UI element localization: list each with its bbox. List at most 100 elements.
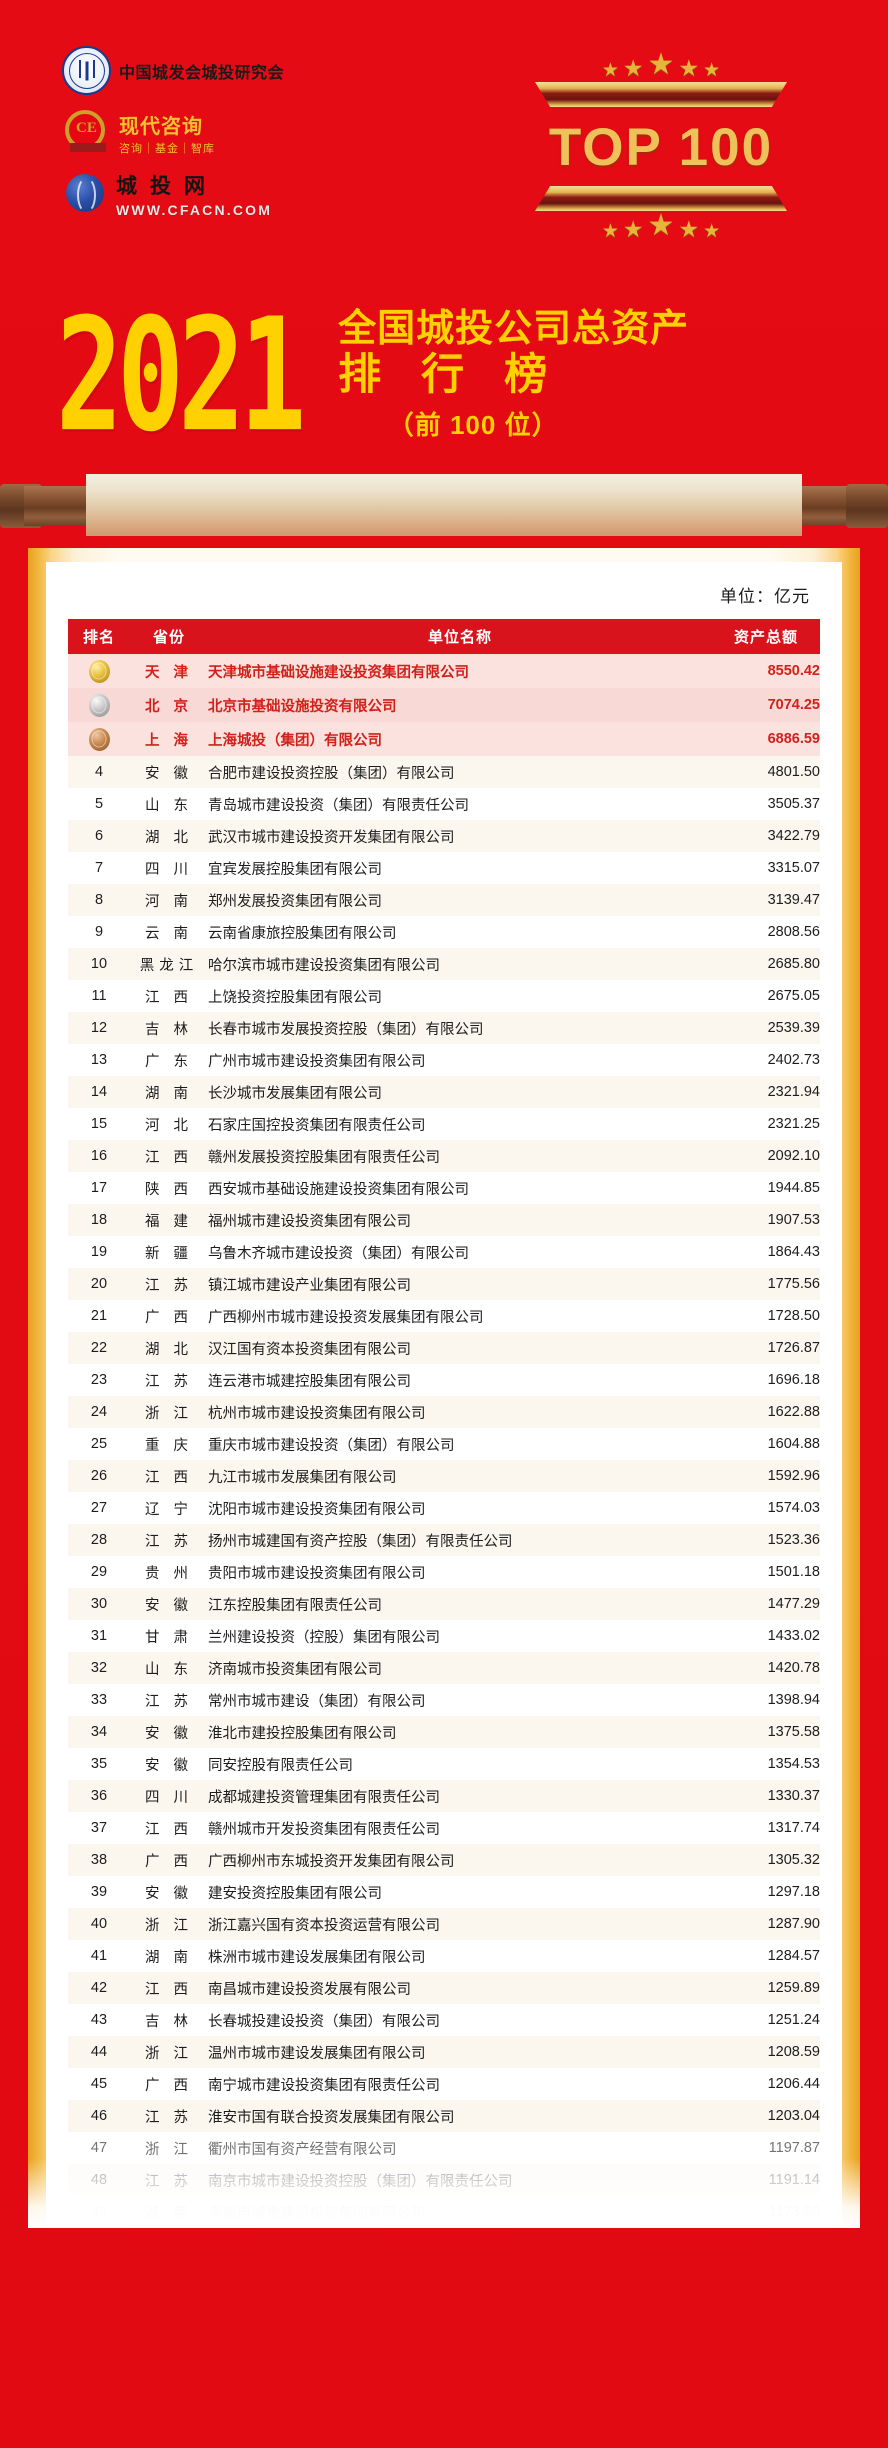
- cell-province: 湖 北: [130, 820, 208, 852]
- cell-total-assets: 2539.39: [712, 1012, 820, 1044]
- cell-unit-name: 南宁城市建设投资集团有限责任公司: [208, 2077, 440, 2094]
- cell-unit-name: 株洲市城市建设发展集团有限公司: [208, 1949, 426, 1966]
- cell-total-assets: 4801.50: [712, 756, 820, 788]
- table-row: 45 广 西南宁城市建设投资集团有限责任公司 1206.44: [68, 2068, 820, 2100]
- cell-unit-name: 上海城投（集团）有限公司: [208, 722, 712, 756]
- cell-rank: 38: [68, 1844, 130, 1876]
- cell-province: 新 疆: [144, 1245, 194, 1262]
- column-header-rank: 排名: [68, 619, 130, 654]
- cell-province: 重 庆: [144, 1437, 194, 1454]
- cell-unit-name: 长春市城市发展投资控股（集团）有限公司: [208, 1012, 712, 1044]
- cell-province: 云 南: [144, 925, 194, 942]
- table-row: 11 江 西上饶投资控股集团有限公司 2675.05: [68, 980, 820, 1012]
- cell-province: 四 川: [130, 1780, 208, 1812]
- cell-province: 山 东: [130, 1652, 208, 1684]
- table-row: 36 四 川成都城建投资管理集团有限责任公司 1330.37: [68, 1780, 820, 1812]
- cell-unit-name: 汉江国有资本投资集团有限公司: [208, 1332, 712, 1364]
- table-row: 28 江 苏扬州市城建国有资产控股（集团）有限责任公司 1523.36: [68, 1524, 820, 1556]
- cell-province: 江 苏: [144, 1693, 194, 1710]
- cell-rank: 27: [90, 1500, 108, 1516]
- cell-rank: 19: [90, 1244, 108, 1260]
- cell-unit-name: 哈尔滨市城市建设投资集团有限公司: [208, 948, 712, 980]
- cell-unit-name: 合肥市建设投资控股（集团）有限公司: [208, 756, 712, 788]
- table-row: 17 陕 西西安城市基础设施建设投资集团有限公司 1944.85: [68, 1172, 820, 1204]
- cell-rank: 10: [68, 948, 130, 980]
- cell-rank: 5: [94, 796, 104, 812]
- cell-unit-name: 九江市城市发展集团有限公司: [208, 1460, 712, 1492]
- cell-rank: 25: [90, 1436, 108, 1452]
- table-row: 22 湖 北汉江国有资本投资集团有限公司 1726.87: [68, 1332, 820, 1364]
- cell-province: 湖 南: [144, 2205, 194, 2222]
- table-row: 天 津天津城市基础设施建设投资集团有限公司 8550.42: [68, 654, 820, 688]
- table-row: 9 云 南云南省康旅控股集团有限公司 2808.56: [68, 916, 820, 948]
- cell-unit-name: 杭州市城市建设投资集团有限公司: [208, 1396, 712, 1428]
- cell-province: 江 西: [144, 989, 194, 1006]
- cell-total-assets: 1259.89: [712, 1972, 820, 2004]
- cell-rank: 14: [68, 1076, 130, 1108]
- cell-unit-name: 广州市城市建设投资集团有限公司: [208, 1053, 426, 1070]
- cell-unit-name: 贵阳市城市建设投资集团有限公司: [208, 1565, 426, 1582]
- table-row: 47 浙 江衢州市国有资产经营有限公司 1197.87: [68, 2132, 820, 2164]
- cell-total-assets: 1191.14: [712, 2164, 820, 2196]
- table-row: 34 安 徽淮北市建投控股集团有限公司 1375.58: [68, 1716, 820, 1748]
- table-row: 24 浙 江杭州市城市建设投资集团有限公司 1622.88: [68, 1396, 820, 1428]
- cell-total-assets: 1907.53: [712, 1204, 820, 1236]
- ribbon-top: [535, 82, 787, 107]
- cell-province: 江 苏: [144, 1373, 194, 1390]
- star-icon: ★: [647, 209, 675, 242]
- cell-total-assets: 1208.59: [712, 2036, 820, 2068]
- cell-total-assets: 2808.56: [767, 924, 820, 940]
- logo-modern-consulting-text: 现代咨询 咨询｜基金｜智库: [119, 110, 215, 156]
- cell-total-assets: 3505.37: [767, 796, 820, 812]
- scroll-area: 单位：亿元 排名 省份 单位名称 资产总额 天 津天津城市基础设施建设投资集团有…: [0, 470, 888, 2228]
- table-row: 30 安 徽江东控股集团有限责任公司 1477.29: [68, 1588, 820, 1620]
- cell-unit-name: 济南城市投资集团有限公司: [208, 1652, 712, 1684]
- cell-province: 北 京: [130, 688, 208, 722]
- cell-rank: 16: [68, 1140, 130, 1172]
- ribbon-bottom: [535, 186, 787, 211]
- cell-rank: 4: [68, 756, 130, 788]
- star-icon: ★: [601, 60, 619, 81]
- cell-total-assets: 3422.79: [712, 820, 820, 852]
- cell-province: 上 海: [130, 722, 208, 756]
- cell-unit-name: 常州市城市建设（集团）有限公司: [208, 1693, 426, 1710]
- table-row: 20 江 苏镇江城市建设产业集团有限公司 1775.56: [68, 1268, 820, 1300]
- star-icon: ★: [678, 55, 700, 81]
- cell-province: 黑龙江: [130, 948, 208, 980]
- cell-total-assets: 2092.10: [712, 1140, 820, 1172]
- cell-rank: 45: [90, 2076, 108, 2092]
- cell-unit-name: 赣州城市开发投资集团有限责任公司: [208, 1821, 440, 1838]
- cell-province: 安 徽: [144, 1757, 194, 1774]
- cell-rank: 47: [90, 2140, 108, 2156]
- cell-total-assets: 3315.07: [767, 860, 820, 876]
- cell-rank: [68, 722, 130, 756]
- paper-sheet: 单位：亿元 排名 省份 单位名称 资产总额 天 津天津城市基础设施建设投资集团有…: [46, 562, 842, 2228]
- table-row: 33 江 苏常州市城市建设（集团）有限公司 1398.94: [68, 1684, 820, 1716]
- logo-chengtou-url: WWW.CFACN.COM: [116, 202, 273, 218]
- cell-rank: 36: [68, 1780, 130, 1812]
- cell-rank: 37: [90, 1820, 108, 1836]
- cell-province: 江 西: [130, 1140, 208, 1172]
- cell-unit-name: 郑州发展投资集团有限公司: [208, 884, 712, 916]
- cell-unit-name: 北京市基础设施投资有限公司: [208, 688, 712, 722]
- cell-rank: 40: [68, 1908, 130, 1940]
- cell-rank: 43: [90, 2012, 108, 2028]
- cell-unit-name: 南昌城市建设投资发展有限公司: [208, 1972, 712, 2004]
- cell-province: 湖 北: [130, 1332, 208, 1364]
- cell-unit-name: 兰州建设投资（控股）集团有限公司: [208, 1629, 440, 1646]
- modern-consulting-icon: CE: [62, 108, 111, 157]
- cell-total-assets: 1354.53: [767, 1756, 820, 1772]
- cfa-emblem-icon: [62, 46, 111, 95]
- cell-province: 江 苏: [130, 1524, 208, 1556]
- cell-province: 江 苏: [130, 2100, 208, 2132]
- table-row: 43 吉 林长春城投建设投资（集团）有限公司 1251.24: [68, 2004, 820, 2036]
- cell-rank: 22: [68, 1332, 130, 1364]
- cell-unit-name: 上饶投资控股集团有限公司: [208, 989, 382, 1006]
- cell-province: 江 苏: [130, 2164, 208, 2196]
- cell-rank: 35: [90, 1756, 108, 1772]
- logo-modern-consulting: CE 现代咨询 咨询｜基金｜智库: [62, 108, 284, 157]
- cell-total-assets: 1696.18: [767, 1372, 820, 1388]
- cell-province: 吉 林: [144, 2013, 194, 2030]
- ranking-table-body: 天 津天津城市基础设施建设投资集团有限公司 8550.42 北 京北京市基础设施投资…: [68, 654, 820, 2228]
